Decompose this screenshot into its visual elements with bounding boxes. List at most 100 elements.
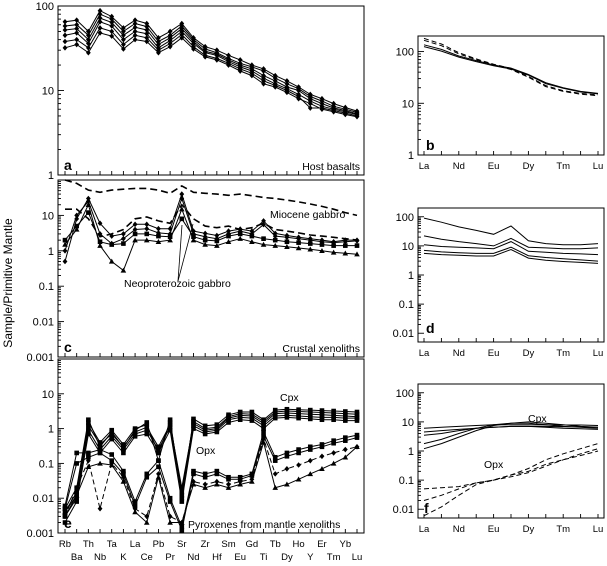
panel-e-xtick-label: Sr [177,539,187,550]
point-neoprot-4 [295,245,302,251]
point-opx-4 [120,478,127,484]
point-opx-2 [307,447,313,452]
point-cpx-3 [109,431,115,437]
point-basalt-5 [179,31,185,38]
series-cpx-f5 [423,421,599,450]
point-opx-4 [97,460,103,466]
point-opx-1 [156,458,161,463]
point-opx-4 [260,439,267,445]
point-opx-2 [86,454,91,460]
point-basalt-4 [132,28,138,35]
point-neoprot-2 [179,195,185,202]
panel-b-ytick-label: 10 [402,98,414,110]
point-cpx-4 [331,415,336,420]
point-cpx-4 [343,415,348,421]
panel-e-ytick-label: 0.001 [26,528,54,540]
point-neoprot-1 [226,228,231,234]
panel-f-xtick-label: La [419,524,430,535]
panel-b-xtick-label: Lu [593,161,604,172]
point-opx-1 [121,468,126,474]
point-neoprot-2 [74,212,80,219]
point-opx-1 [191,468,196,474]
point-opx-3 [284,465,290,472]
point-neoprot-4 [167,237,173,243]
panel-e-xtick-label: Ta [107,539,118,550]
point-neoprot-4 [143,237,150,243]
point-cpx-3 [144,424,150,430]
point-cpx-3 [272,411,278,416]
point-neoprot-1 [62,258,68,265]
panel-e-xtick-label: Tb [270,539,281,550]
panel-e-xtick-label: Gd [246,539,259,550]
series-cpx-f3 [423,425,599,436]
point-cpx-4 [179,493,185,498]
panel-c-ytick-label: 0.001 [26,352,54,364]
panel-f-xtick-label: Dy [523,524,535,535]
point-basalt-3 [74,25,80,32]
point-cpx-2 [343,411,348,416]
point-neoprot-2 [261,221,266,228]
panel-e-frame [57,358,365,534]
panel-d: 0.01 0.1 1 10 100 La Nd Eu Dy Tm Lu d [393,207,605,359]
panel-b-ytick-label: 1 [408,150,414,162]
point-basalt-6 [109,33,115,39]
panel-e-xtick-label: Ho [293,539,305,550]
point-basalt-6 [167,43,173,50]
point-cpx-2 [121,442,126,447]
point-opx-3 [226,481,231,488]
point-neoprot-4 [190,237,197,243]
panel-e-letter: e [64,515,72,531]
panel-e-ytick-label: 10 [42,389,54,401]
panel-e-xtick-label: Tm [327,552,341,563]
panel-e-xtick-label: Y [307,552,314,563]
point-cpx-4 [191,423,196,429]
point-basalt-3 [272,78,278,84]
point-cpx-2 [109,427,115,433]
point-basalt-1 [121,25,126,31]
point-basalt-1 [132,17,138,23]
point-neoprot-4 [342,250,349,256]
point-cpx-1 [214,422,220,427]
point-neoprot-2 [272,233,278,239]
point-opx-4 [237,481,243,487]
point-neoprot-3 [284,239,290,245]
point-basalt-2 [97,11,103,17]
point-opx-3 [202,481,208,488]
panel-f-xtick-label: Eu [488,524,500,535]
panel-c-letter: c [64,339,72,355]
panel-a: 1 10 100 Host basalts a [36,1,365,182]
point-cpx-5 [156,450,161,456]
panel-d-ytick-label: 1 [408,270,414,282]
point-cpx-1 [167,417,173,423]
panel-a-frame [57,5,365,176]
label-pointer [177,223,194,282]
series-basalt-3 [64,17,358,115]
panel-d-xtick-label: Lu [593,348,604,359]
point-basalt-4 [167,37,173,44]
point-cpx-5 [74,499,79,504]
point-opx-4 [108,462,115,468]
point-neoprot-4 [85,201,92,207]
point-neoprot-3 [179,216,185,222]
point-basalt-6 [202,54,208,60]
point-basalt-4 [62,32,68,39]
point-opx-4 [272,484,279,490]
point-cpx-3 [307,411,313,417]
point-cpx-3 [191,421,196,426]
point-basalt-4 [214,52,220,59]
point-cpx-4 [156,447,161,452]
point-basalt-3 [144,27,150,33]
panel-e-xtick-label: Pb [153,539,165,550]
point-opx-4 [354,443,360,449]
point-opx-3 [261,436,266,442]
point-basalt-3 [62,27,68,33]
point-neoprot-2 [97,231,103,237]
point-neoprot-1 [156,225,161,232]
point-cpx-2 [144,422,150,427]
point-opx-1 [179,524,185,530]
panel-a-ytick-label: 10 [42,86,54,98]
panel-c-annotation: Crustal xenoliths [282,343,360,355]
point-neoprot-1 [85,195,91,202]
point-opx-4 [225,484,232,490]
panel-f-series-label: Cpx [528,413,547,425]
